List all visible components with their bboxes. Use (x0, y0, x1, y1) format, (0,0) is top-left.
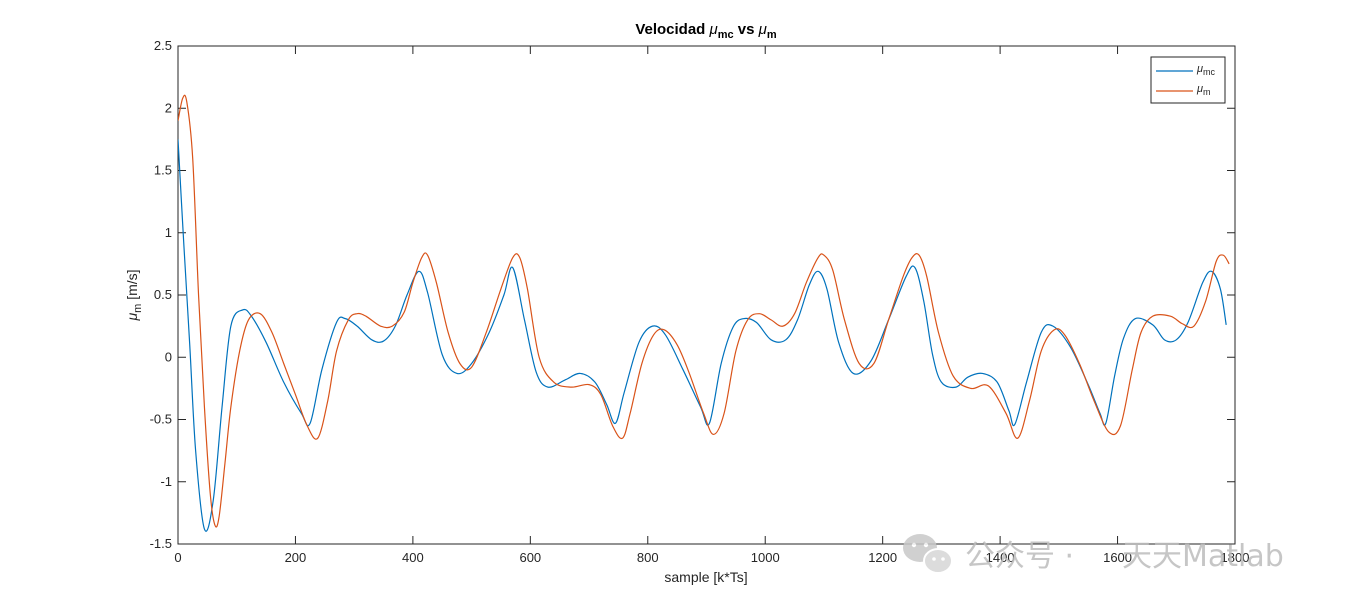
x-tick-label: 1600 (1103, 550, 1132, 565)
x-tick-label: 800 (637, 550, 659, 565)
x-tick-label: 1200 (868, 550, 897, 565)
x-tick-label: 0 (174, 550, 181, 565)
chart-title: Velocidad μmc vs μm (635, 21, 777, 41)
watermark-text-right: 天天Matlab (1122, 539, 1284, 574)
watermark: 公众号 · 天天Matlab (903, 534, 1284, 574)
y-tick-label: -1.5 (150, 536, 172, 551)
wechat-icon (903, 534, 953, 574)
legend-label-mu-m: μm (1196, 83, 1211, 97)
x-axis-tick-labels: 0 200 400 600 800 1000 1200 1400 1600 1800 (174, 550, 1249, 565)
x-tick-label: 1800 (1221, 550, 1250, 565)
y-tick-label: 0.5 (154, 287, 172, 302)
y-tick-label: -0.5 (150, 412, 172, 427)
x-tick-label: 200 (285, 550, 307, 565)
y-tick-label: -1 (160, 474, 172, 489)
series-lines (178, 94, 1230, 532)
y-axis-label: μm [m/s] (124, 269, 144, 321)
watermark-text-left: 公众号 · (965, 539, 1074, 574)
axis-ticks (177, 45, 1236, 545)
y-axis-tick-labels: -1.5 -1 -0.5 0 0.5 1 1.5 2 2.5 (150, 38, 172, 551)
y-tick-label: 1 (165, 225, 172, 240)
legend-box (1150, 56, 1226, 104)
y-tick-label: 1.5 (154, 163, 172, 178)
legend-label-mu-mc: μmc (1196, 63, 1216, 77)
legend: μmc μm (1150, 56, 1226, 104)
y-tick-label: 2.5 (154, 38, 172, 53)
x-tick-label: 1400 (986, 550, 1015, 565)
plot-area (177, 45, 1236, 545)
x-axis-label: sample [k*Ts] (664, 569, 747, 585)
y-tick-label: 2 (165, 100, 172, 115)
x-tick-label: 1000 (751, 550, 780, 565)
x-tick-label: 600 (519, 550, 541, 565)
x-tick-label: 400 (402, 550, 424, 565)
series-line-mu-m (178, 94, 1230, 528)
y-tick-label: 0 (165, 349, 172, 364)
